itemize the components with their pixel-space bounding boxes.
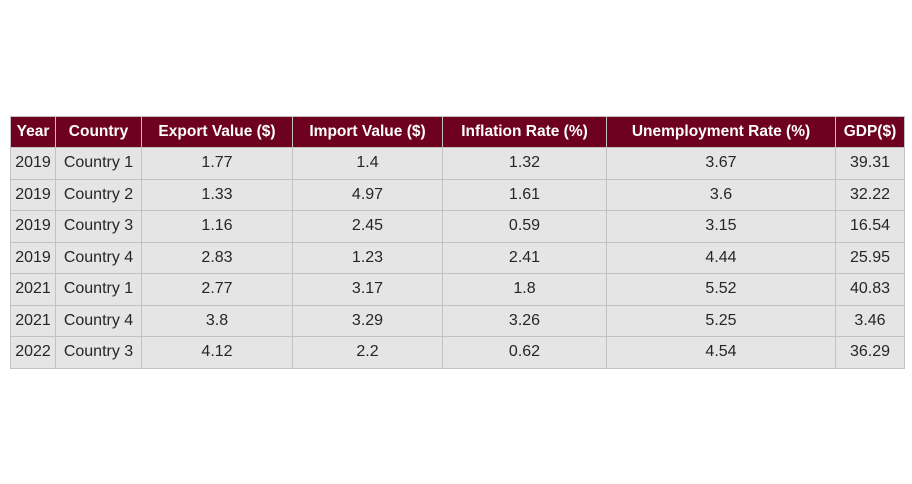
cell-export-value: 3.8 [141,304,293,337]
column-header-inflation-rate: Inflation Rate (%) [442,116,607,148]
table-row: 2019 Country 4 2.83 1.23 2.41 4.44 25.95 [10,241,905,274]
cell-inflation-rate: 1.32 [442,147,607,180]
cell-year: 2019 [10,241,56,274]
cell-unemployment-rate: 3.6 [606,178,836,211]
column-header-country: Country [55,116,142,148]
cell-inflation-rate: 0.62 [442,336,607,369]
data-table: Year Country Export Value ($) Import Val… [10,116,905,369]
table-row: 2021 Country 4 3.8 3.29 3.26 5.25 3.46 [10,304,905,337]
cell-gdp: 40.83 [835,273,905,306]
data-table-container: Year Country Export Value ($) Import Val… [10,116,905,369]
cell-import-value: 2.45 [292,210,443,243]
cell-unemployment-rate: 4.54 [606,336,836,369]
cell-inflation-rate: 1.61 [442,178,607,211]
cell-import-value: 1.23 [292,241,443,274]
cell-inflation-rate: 1.8 [442,273,607,306]
cell-gdp: 32.22 [835,178,905,211]
cell-country: Country 2 [55,178,142,211]
cell-import-value: 3.29 [292,304,443,337]
cell-inflation-rate: 2.41 [442,241,607,274]
column-header-import-value: Import Value ($) [292,116,443,148]
cell-export-value: 2.83 [141,241,293,274]
column-header-year: Year [10,116,56,148]
cell-country: Country 1 [55,273,142,306]
table-row: 2019 Country 1 1.77 1.4 1.32 3.67 39.31 [10,147,905,180]
table-row: 2022 Country 3 4.12 2.2 0.62 4.54 36.29 [10,336,905,369]
cell-gdp: 3.46 [835,304,905,337]
cell-unemployment-rate: 3.67 [606,147,836,180]
cell-country: Country 4 [55,304,142,337]
cell-gdp: 25.95 [835,241,905,274]
cell-export-value: 2.77 [141,273,293,306]
cell-year: 2019 [10,147,56,180]
cell-year: 2021 [10,304,56,337]
cell-unemployment-rate: 5.52 [606,273,836,306]
cell-unemployment-rate: 4.44 [606,241,836,274]
cell-export-value: 1.16 [141,210,293,243]
cell-unemployment-rate: 5.25 [606,304,836,337]
cell-year: 2019 [10,178,56,211]
cell-gdp: 39.31 [835,147,905,180]
column-header-export-value: Export Value ($) [141,116,293,148]
cell-export-value: 4.12 [141,336,293,369]
table-body: 2019 Country 1 1.77 1.4 1.32 3.67 39.31 2019 Cou… [10,147,905,369]
column-header-gdp: GDP($) [835,116,905,148]
cell-country: Country 3 [55,210,142,243]
cell-gdp: 36.29 [835,336,905,369]
cell-import-value: 4.97 [292,178,443,211]
cell-unemployment-rate: 3.15 [606,210,836,243]
cell-export-value: 1.77 [141,147,293,180]
column-header-unemployment-rate: Unemployment Rate (%) [606,116,836,148]
cell-import-value: 1.4 [292,147,443,180]
cell-year: 2022 [10,336,56,369]
cell-inflation-rate: 3.26 [442,304,607,337]
table-row: 2021 Country 1 2.77 3.17 1.8 5.52 40.83 [10,273,905,306]
cell-year: 2019 [10,210,56,243]
table-row: 2019 Country 2 1.33 4.97 1.61 3.6 32.22 [10,178,905,211]
header-row: Year Country Export Value ($) Import Val… [10,116,905,148]
table-row: 2019 Country 3 1.16 2.45 0.59 3.15 16.54 [10,210,905,243]
cell-gdp: 16.54 [835,210,905,243]
cell-import-value: 2.2 [292,336,443,369]
cell-export-value: 1.33 [141,178,293,211]
cell-country: Country 1 [55,147,142,180]
cell-country: Country 4 [55,241,142,274]
cell-inflation-rate: 0.59 [442,210,607,243]
cell-country: Country 3 [55,336,142,369]
cell-import-value: 3.17 [292,273,443,306]
cell-year: 2021 [10,273,56,306]
